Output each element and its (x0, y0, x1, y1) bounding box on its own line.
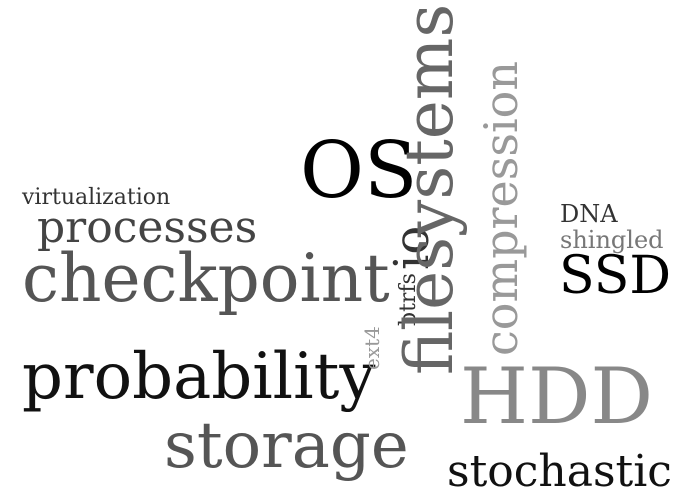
word-ext4: ext4 (360, 326, 384, 370)
word-shingled: shingled (560, 226, 664, 254)
word-os: OS (300, 126, 418, 216)
word-hdd: HDD (460, 352, 654, 442)
word-virtualization: virtualization (22, 185, 171, 210)
word-filesystems: filesystems (391, 3, 468, 375)
word-processes: processes (37, 202, 258, 253)
word-dna: DNA (560, 200, 618, 228)
word-probability: probability (22, 340, 376, 414)
word-ssd: SSD (559, 246, 672, 306)
word-checkpoint: checkpoint (22, 240, 390, 317)
word-stochastic: stochastic (447, 446, 672, 497)
word-compression: compression (474, 61, 528, 356)
word-storage: storage (164, 409, 409, 483)
